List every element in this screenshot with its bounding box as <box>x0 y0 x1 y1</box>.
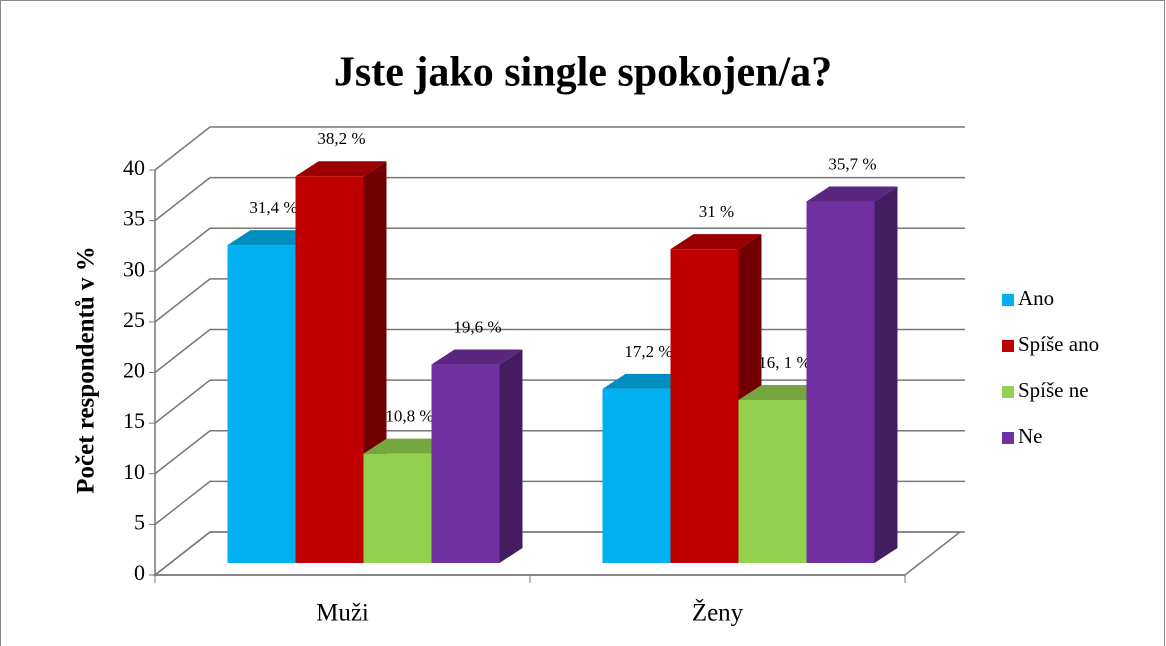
legend-swatch <box>1002 294 1014 306</box>
legend-label: Ano <box>1018 286 1054 310</box>
bar-side <box>499 349 523 563</box>
grid-line <box>154 126 965 171</box>
bar-front <box>295 176 364 563</box>
legend-swatch <box>1002 386 1014 398</box>
bar-top <box>806 186 898 202</box>
bar-front <box>363 453 432 563</box>
x-tick-label: Ženy <box>692 599 744 627</box>
y-tick-label: 20 <box>123 358 145 383</box>
bar <box>806 186 898 563</box>
legend-swatch <box>1002 340 1014 352</box>
bar <box>431 349 523 563</box>
bar-front <box>227 245 296 563</box>
data-label: 31 % <box>699 202 734 221</box>
bar <box>295 161 387 563</box>
y-tick-label: 35 <box>123 206 145 231</box>
bar-front <box>670 249 739 563</box>
y-axis-label: Počet respondentů v % <box>73 246 100 493</box>
legend-label: Ne <box>1018 424 1043 448</box>
data-label: 38,2 % <box>317 129 365 148</box>
data-label: 19,6 % <box>453 317 501 336</box>
y-tick-label: 15 <box>123 408 145 433</box>
data-label: 17,2 % <box>624 342 672 361</box>
x-tick-label: Muži <box>316 600 369 627</box>
y-tick-label: 5 <box>134 509 145 534</box>
y-tick-label: 0 <box>134 560 145 585</box>
bar-front <box>738 399 807 563</box>
bar-top <box>295 161 387 177</box>
grid-line <box>154 227 965 272</box>
bar-front <box>602 388 671 563</box>
y-tick-label: 40 <box>123 155 145 180</box>
y-tick-label: 25 <box>123 307 145 332</box>
bar-front <box>431 364 500 563</box>
legend-label: Spíše ano <box>1018 332 1099 356</box>
chart-title: Jste jako single spokojen/a? <box>334 50 832 96</box>
legend-swatch <box>1002 432 1014 444</box>
bar-top <box>431 349 523 365</box>
data-label: 35,7 % <box>828 154 876 173</box>
y-tick-label: 10 <box>123 459 145 484</box>
data-label: 16, 1 % <box>758 353 810 372</box>
bar-front <box>806 201 875 563</box>
legend-label: Spíše ne <box>1018 378 1089 402</box>
data-label: 31,4 % <box>249 198 297 217</box>
data-label: 10,8 % <box>385 407 433 426</box>
grid-line <box>154 176 965 222</box>
y-tick-label: 30 <box>123 256 145 281</box>
bar-side <box>874 186 898 563</box>
bar-top <box>670 234 762 250</box>
